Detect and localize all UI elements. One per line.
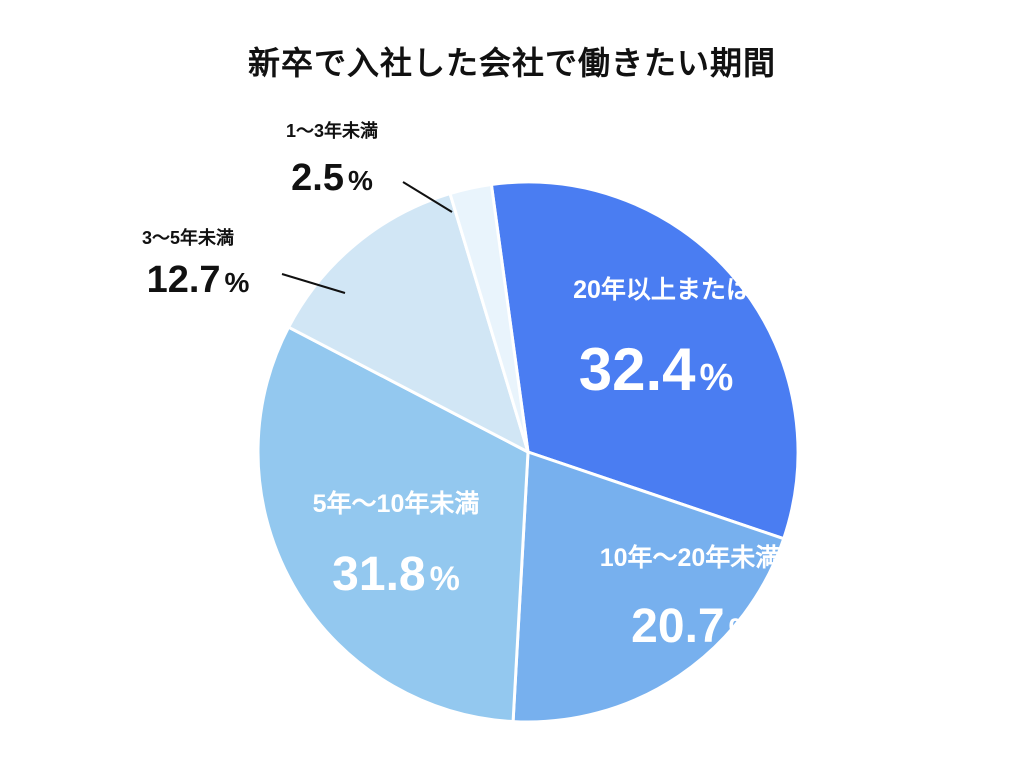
- slice-value-unit-4: %: [225, 267, 250, 298]
- leader-line-4: [281, 273, 346, 294]
- leader-lines-layer: [281, 181, 453, 294]
- slice-label-1: 20年以上または定年まで: [573, 275, 851, 304]
- slice-value-number-2: 20.7: [631, 600, 724, 653]
- pie-slice-3: [256, 325, 530, 724]
- slice-value-4: 12.7%: [147, 259, 250, 301]
- slice-value-5: 2.5%: [291, 157, 373, 199]
- slice-value-number-4: 12.7: [147, 259, 221, 301]
- slice-value-2: 20.7%: [631, 600, 759, 653]
- slice-label-2: 10年〜20年未満: [600, 543, 781, 572]
- slice-value-number-1: 32.4: [579, 336, 696, 403]
- slice-value-unit-2: %: [729, 612, 759, 650]
- leader-line-5: [402, 181, 453, 213]
- pie-slice-1: [489, 180, 800, 541]
- pie-slice-5: [448, 182, 530, 454]
- chart-title: 新卒で入社した会社で働きたい期間: [247, 44, 776, 82]
- slice-label-5: 1〜3年未満: [286, 120, 378, 141]
- labels-layer: 20年以上または定年まで 32.4 % 10年〜20年未満 20.7 % 5年〜10年未満 3…: [142, 120, 851, 653]
- slice-label-3: 5年〜10年未満: [313, 489, 480, 518]
- slice-value-3: 31.8%: [332, 548, 460, 601]
- slice-label-4: 3〜5年未満: [142, 227, 234, 248]
- slice-value-1: 32.4%: [579, 336, 734, 403]
- slice-value-number-3: 31.8: [332, 548, 425, 601]
- slice-value-unit-3: %: [430, 560, 460, 598]
- slice-value-unit-1: %: [699, 357, 733, 399]
- slices-layer: [256, 180, 800, 724]
- pie-slice-2: [511, 450, 786, 724]
- slice-value-number-5: 2.5: [291, 157, 344, 199]
- slice-value-unit-5: %: [348, 165, 373, 196]
